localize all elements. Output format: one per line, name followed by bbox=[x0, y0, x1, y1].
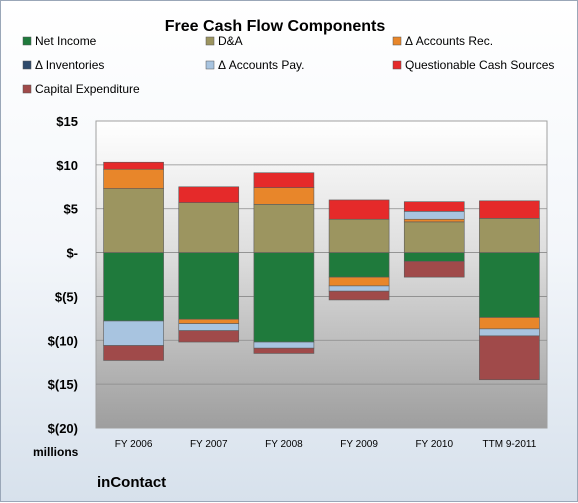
bar-segment-delta-accounts-rec bbox=[253, 187, 315, 205]
bar-segment-delta-accounts-pay bbox=[328, 285, 390, 292]
x-tick-label: FY 2008 bbox=[265, 439, 303, 450]
bar-segment-delta-accounts-pay bbox=[253, 341, 315, 349]
bar-segment-d-a bbox=[178, 202, 240, 253]
bar-segment-net-income bbox=[479, 252, 540, 318]
bar-segment-questionable-cash-sources bbox=[178, 186, 240, 203]
legend-swatch-delta-accounts-pay bbox=[205, 60, 215, 70]
x-tick-label: FY 2006 bbox=[115, 439, 153, 450]
bar-segment-d-a bbox=[253, 204, 315, 253]
bar-segment-delta-accounts-rec bbox=[178, 318, 240, 324]
bar-segment-net-income bbox=[403, 252, 465, 262]
bar-segment-d-a bbox=[479, 218, 540, 253]
y-tick-label: $- bbox=[66, 246, 78, 261]
bar-segment-capital-expenditure bbox=[103, 345, 164, 361]
legend-label-delta-accounts-rec: Δ Accounts Rec. bbox=[405, 34, 493, 48]
bar-segment-delta-accounts-pay bbox=[403, 211, 465, 220]
bars bbox=[103, 161, 540, 381]
gridlines bbox=[96, 164, 547, 385]
x-tick-label: FY 2009 bbox=[340, 439, 378, 450]
y-axis: $15 $10 $5 $- $(5) $(10) $(15) $(20) bbox=[48, 114, 78, 436]
bar-segment-net-income bbox=[328, 252, 390, 278]
bar-segment-capital-expenditure bbox=[479, 335, 540, 381]
legend-label-delta-inventories: Δ Inventories bbox=[35, 58, 104, 72]
y-tick-label: $15 bbox=[56, 114, 78, 129]
y-tick-label: $(20) bbox=[48, 421, 78, 436]
bar-segment-questionable-cash-sources bbox=[253, 172, 315, 188]
y-tick-label: $(5) bbox=[55, 289, 78, 304]
bar-segment-delta-accounts-pay bbox=[479, 328, 540, 337]
legend-label-net-income: Net Income bbox=[35, 34, 97, 48]
bar-segment-d-a bbox=[103, 188, 164, 253]
unit-label: millions bbox=[33, 445, 79, 459]
bar-segment-capital-expenditure bbox=[328, 290, 390, 301]
bar-segment-d-a bbox=[328, 218, 390, 253]
bar-segment-capital-expenditure bbox=[178, 330, 240, 343]
bar-segment-delta-accounts-rec bbox=[479, 317, 540, 330]
bar-segment-delta-accounts-pay bbox=[103, 320, 164, 346]
y-tick-label: $(15) bbox=[48, 377, 78, 392]
y-tick-label: $5 bbox=[64, 202, 78, 217]
bar-segment-questionable-cash-sources bbox=[328, 199, 390, 220]
bar-segment-delta-accounts-rec bbox=[103, 168, 164, 189]
legend-swatch-delta-inventories bbox=[22, 60, 32, 70]
legend: Net Income D&A Δ Accounts Rec. Δ Inventorie… bbox=[22, 34, 554, 96]
bar-segment-delta-accounts-pay bbox=[178, 323, 240, 331]
bar-segment-d-a bbox=[403, 221, 465, 253]
x-tick-label: FY 2007 bbox=[190, 439, 228, 450]
bar-segment-capital-expenditure bbox=[253, 347, 315, 354]
legend-label-questionable-cash-sources: Questionable Cash Sources bbox=[405, 58, 554, 72]
legend-swatch-questionable-cash-sources bbox=[392, 60, 402, 70]
brand-label: inContact bbox=[97, 474, 166, 491]
bar-segment-questionable-cash-sources bbox=[403, 201, 465, 212]
chart-title: Free Cash Flow Components bbox=[165, 18, 386, 35]
x-tick-label: TTM 9-2011 bbox=[483, 439, 537, 450]
y-tick-label: $10 bbox=[56, 158, 78, 173]
bar-segment-delta-accounts-rec bbox=[403, 218, 465, 223]
bar-segment-capital-expenditure bbox=[403, 261, 465, 278]
bar-segment-net-income bbox=[103, 252, 164, 322]
bar-segment-net-income bbox=[178, 252, 240, 320]
legend-swatch-d-a bbox=[205, 36, 215, 46]
bar-segment-questionable-cash-sources bbox=[479, 200, 540, 219]
legend-label-capital-expenditure: Capital Expenditure bbox=[35, 82, 140, 96]
x-axis: FY 2006 FY 2007 FY 2008 FY 2009 FY 2010 TTM 9… bbox=[115, 439, 537, 450]
legend-swatch-net-income bbox=[22, 36, 32, 46]
legend-swatch-delta-accounts-rec bbox=[392, 36, 402, 46]
legend-label-d-a: D&A bbox=[218, 34, 243, 48]
plot-area bbox=[95, 120, 548, 429]
legend-label-delta-accounts-pay: Δ Accounts Pay. bbox=[218, 58, 305, 72]
y-tick-label: $(10) bbox=[48, 333, 78, 348]
bar-segment-questionable-cash-sources bbox=[103, 161, 164, 170]
x-tick-label: FY 2010 bbox=[415, 439, 453, 450]
bar-segment-delta-accounts-rec bbox=[328, 276, 390, 287]
legend-swatch-capital-expenditure bbox=[22, 84, 32, 94]
bar-segment-net-income bbox=[253, 252, 315, 343]
